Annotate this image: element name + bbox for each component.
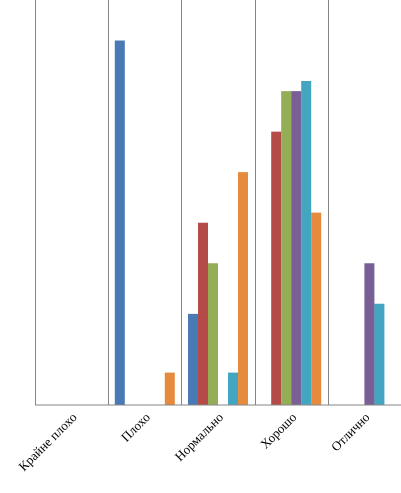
bar xyxy=(198,222,208,405)
bar xyxy=(114,40,125,405)
bar xyxy=(228,372,238,405)
bar xyxy=(364,263,375,405)
bar xyxy=(291,91,302,405)
x-tick-label: Нормально xyxy=(172,410,227,465)
x-tick-label: Крайне плохо xyxy=(15,410,79,474)
x-tick-labels: Крайне плохо Плохо Нормально Хорошо Отлично xyxy=(15,410,372,474)
bar xyxy=(281,91,292,405)
bar xyxy=(238,172,248,405)
grid-lines xyxy=(35,0,329,405)
bar xyxy=(208,263,218,405)
bar xyxy=(311,212,322,405)
bar xyxy=(188,313,198,405)
bar xyxy=(164,372,175,405)
bar xyxy=(301,81,312,405)
x-tick-label: Отлично xyxy=(328,410,373,455)
bar xyxy=(374,303,385,405)
x-tick-label: Хорошо xyxy=(257,410,299,452)
x-tick-label: Плохо xyxy=(118,410,153,445)
bar xyxy=(271,131,282,405)
bars xyxy=(114,40,385,405)
